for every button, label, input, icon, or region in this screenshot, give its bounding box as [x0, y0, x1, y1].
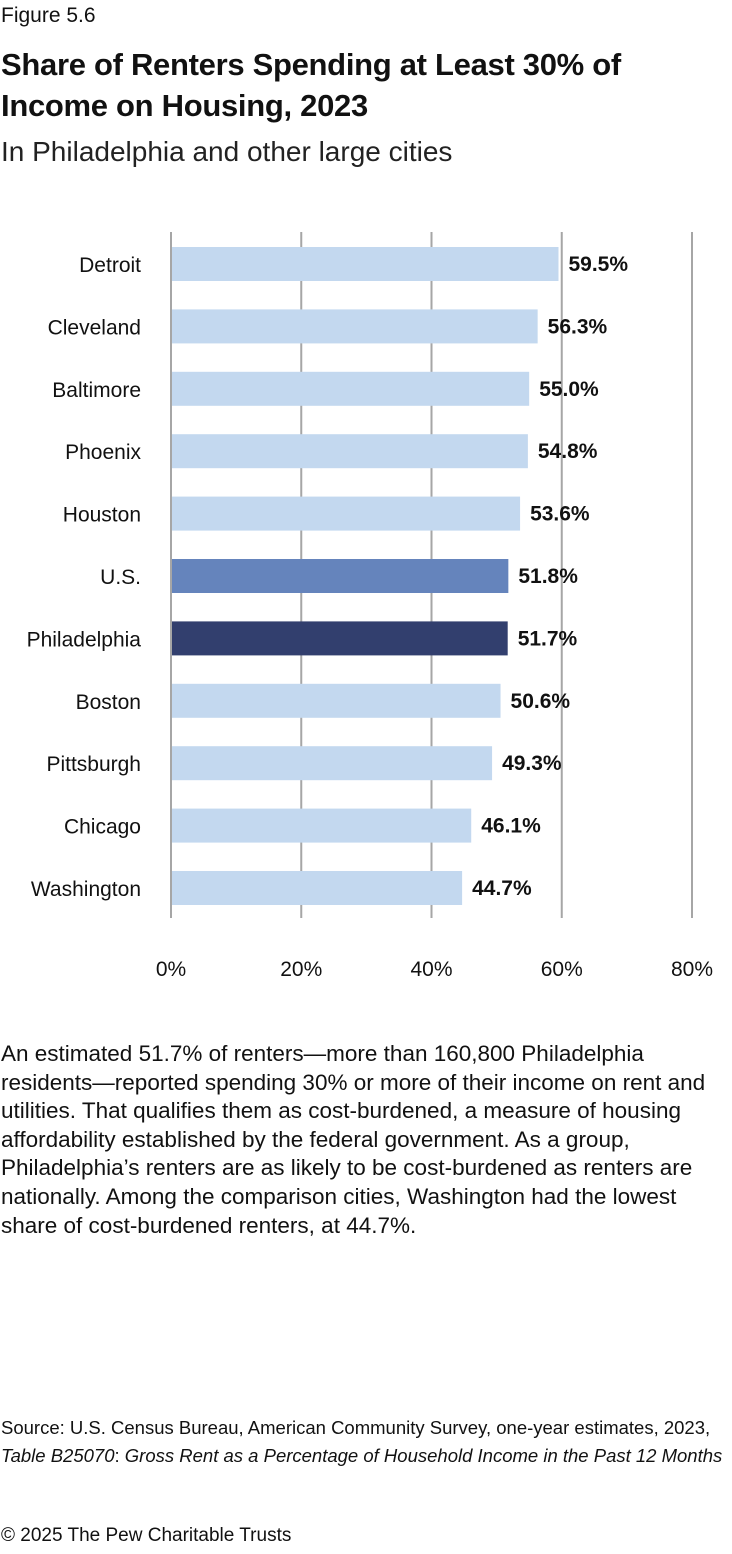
source-table: Table B25070: [1, 1445, 115, 1466]
value-label: 59.5%: [568, 253, 628, 276]
source-sep: :: [114, 1445, 125, 1466]
bar-baltimore: [172, 371, 530, 406]
x-tick-label: 20%: [280, 958, 322, 981]
category-label: Philadelphia: [27, 628, 142, 651]
bar-chicago: [172, 808, 472, 843]
value-label: 44.7%: [472, 877, 532, 900]
category-label: Baltimore: [52, 379, 141, 402]
value-label: 55.0%: [539, 378, 599, 401]
copyright: © 2025 The Pew Charitable Trusts: [1, 1525, 292, 1546]
value-label: 50.6%: [511, 690, 571, 713]
source-note: Source: U.S. Census Bureau, American Com…: [1, 1414, 732, 1470]
category-label: Chicago: [64, 816, 141, 839]
x-tick-label: 80%: [671, 958, 713, 981]
chart-subtitle: In Philadelphia and other large cities: [1, 136, 453, 167]
figure-label: Figure 5.6: [1, 4, 96, 27]
category-label: Phoenix: [65, 441, 141, 464]
category-label: Washington: [31, 878, 141, 901]
source-table-title: Gross Rent as a Percentage of Household …: [124, 1445, 723, 1466]
x-tick-label: 0%: [156, 958, 186, 981]
bar-houston: [172, 496, 521, 531]
bar-cleveland: [172, 309, 538, 344]
bar-boston: [172, 683, 501, 718]
category-label: Cleveland: [48, 316, 141, 339]
value-label: 46.1%: [481, 815, 541, 838]
chart-title: Share of Renters Spending at Least 30% o…: [1, 47, 621, 123]
category-label: Pittsburgh: [46, 753, 141, 776]
value-label: 53.6%: [530, 503, 590, 526]
bar-washington: [172, 871, 463, 905]
x-tick-label: 60%: [541, 958, 583, 981]
x-tick-label: 40%: [410, 958, 452, 981]
bar-philadelphia: [172, 621, 508, 656]
bar-chart: 0% 20% 40% 60% 80% Detroit 59.5% Cleveland 56.3%…: [27, 232, 713, 981]
bar-pittsburgh: [172, 746, 493, 781]
bar-us: [172, 559, 509, 593]
category-label: Boston: [76, 691, 141, 714]
value-label: 56.3%: [548, 315, 608, 338]
category-label: Houston: [63, 504, 141, 527]
value-label: 51.8%: [518, 565, 578, 588]
description-paragraph: An estimated 51.7% of renters—more than …: [1, 1041, 706, 1238]
bar-phoenix: [172, 434, 528, 469]
value-label: 54.8%: [538, 440, 598, 463]
value-label: 51.7%: [518, 627, 578, 650]
source-prefix: Source: U.S. Census Bureau, American Com…: [1, 1417, 711, 1438]
category-label: Detroit: [79, 254, 141, 277]
value-label: 49.3%: [502, 752, 562, 775]
bar-detroit: [172, 247, 559, 281]
category-label: U.S.: [100, 566, 141, 589]
